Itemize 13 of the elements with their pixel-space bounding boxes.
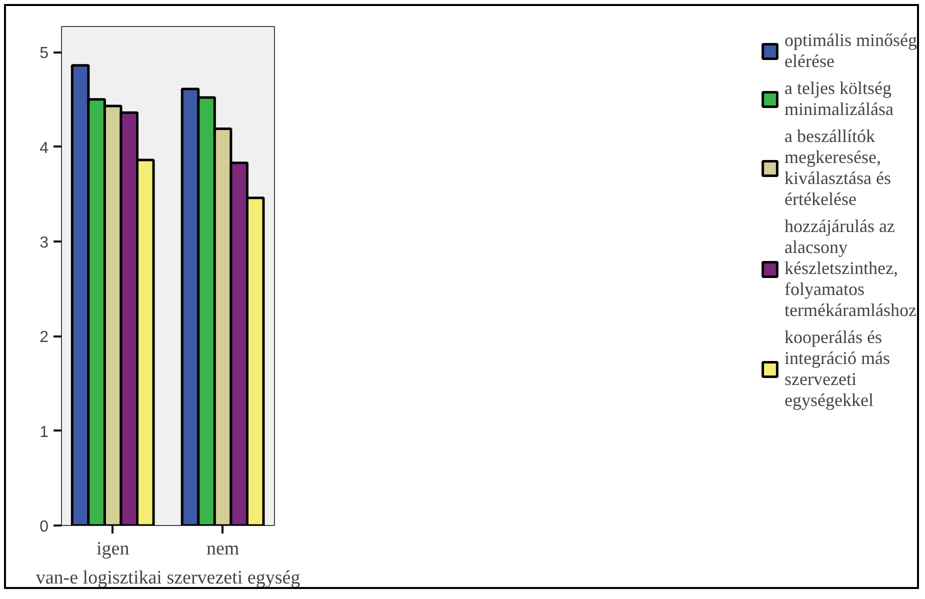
y-tick-label: 4 bbox=[40, 140, 49, 157]
legend-label: kooperálás és integráció más szervezeti egységekkel bbox=[784, 327, 890, 411]
legend-label: a beszállítók megkeresése, kiválasztása és értékelése bbox=[784, 126, 891, 210]
x-tick-label: nem bbox=[206, 538, 240, 560]
legend-label: hozzájárulás az alacsony készletszinthez, folyamatos termékáramláshoz bbox=[784, 216, 916, 321]
y-tick-label: 0 bbox=[40, 518, 49, 536]
y-tick-label: 2 bbox=[40, 329, 49, 346]
x-tick-label: igen bbox=[96, 538, 130, 560]
y-tick-label: 1 bbox=[40, 424, 49, 441]
y-tick-label: 3 bbox=[40, 234, 49, 252]
legend-label: a teljes költség minimalizálása bbox=[784, 78, 894, 120]
y-tick-label: 5 bbox=[40, 45, 49, 62]
legend-label: optimális minőség elérése bbox=[784, 30, 917, 72]
